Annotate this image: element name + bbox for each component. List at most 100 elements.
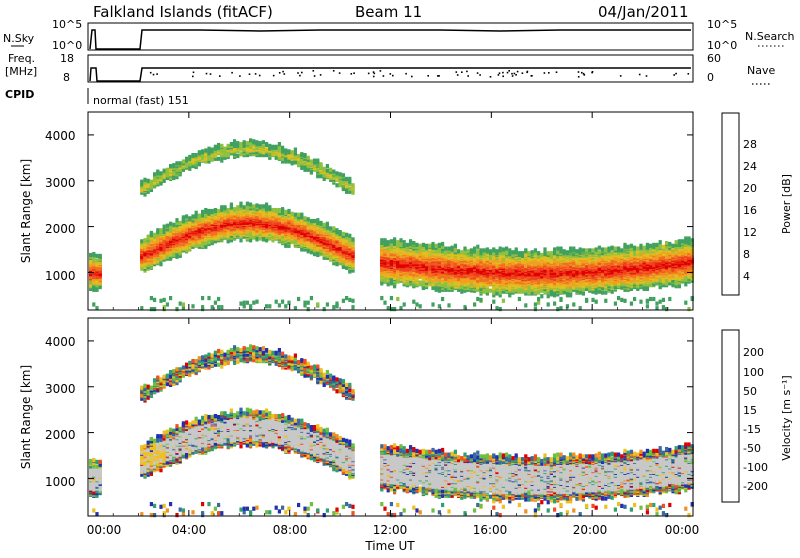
freq-label: Freq. bbox=[8, 52, 35, 65]
nave-dot bbox=[556, 71, 558, 73]
nave-dot bbox=[150, 72, 152, 74]
power-cell bbox=[147, 179, 150, 183]
nsearch-label: N.Search bbox=[745, 30, 795, 43]
power-cell bbox=[140, 180, 143, 184]
power-cell bbox=[153, 233, 156, 237]
power-cell bbox=[275, 145, 278, 149]
power-cell bbox=[339, 172, 342, 176]
nave-dot bbox=[639, 74, 641, 76]
power-cell bbox=[191, 214, 194, 218]
power-cell bbox=[326, 222, 329, 226]
nave-dot bbox=[231, 72, 233, 74]
power-cell bbox=[92, 252, 95, 256]
power-cell bbox=[524, 253, 527, 257]
power-cell bbox=[265, 142, 268, 146]
power-cell bbox=[89, 280, 92, 284]
power-cell bbox=[182, 215, 185, 219]
power-cell bbox=[89, 253, 92, 257]
power-cell bbox=[259, 204, 262, 208]
power-cell bbox=[534, 302, 537, 306]
power-cell bbox=[255, 300, 258, 304]
power-cell bbox=[262, 140, 265, 144]
power-cell bbox=[441, 283, 444, 287]
power-cell bbox=[268, 205, 271, 209]
power-cell bbox=[220, 205, 223, 209]
power-cell bbox=[243, 301, 246, 305]
power-cell bbox=[259, 141, 262, 145]
power-cell bbox=[307, 241, 310, 245]
power-cell bbox=[499, 280, 502, 284]
power-cell bbox=[99, 254, 102, 258]
nave-dot bbox=[333, 70, 335, 72]
power-cell bbox=[307, 156, 310, 160]
power-cell bbox=[275, 208, 278, 212]
power-cell bbox=[425, 244, 428, 248]
nave-dot bbox=[461, 71, 463, 73]
power-cell bbox=[518, 251, 521, 255]
power-cell bbox=[508, 252, 511, 256]
power-cell bbox=[249, 232, 252, 236]
power-cell bbox=[460, 250, 463, 254]
power-cell bbox=[297, 213, 300, 217]
power-cell bbox=[291, 150, 294, 154]
power-cell bbox=[310, 296, 313, 300]
power-cell bbox=[230, 142, 233, 146]
power-cell bbox=[380, 296, 383, 300]
nave-dot bbox=[255, 73, 257, 75]
power-cell bbox=[92, 302, 95, 306]
power-cell bbox=[268, 144, 271, 148]
nave-dots bbox=[150, 70, 689, 78]
power-cell bbox=[412, 300, 415, 304]
nave-dot bbox=[512, 75, 514, 77]
power-cell bbox=[412, 241, 415, 245]
nave-dot bbox=[581, 72, 583, 74]
power-cell bbox=[284, 218, 287, 222]
power-cell bbox=[179, 161, 182, 165]
power-cell bbox=[502, 299, 505, 303]
power-cell bbox=[217, 305, 220, 309]
power-cell bbox=[300, 213, 303, 217]
power-cell bbox=[431, 242, 434, 246]
power-cell bbox=[153, 298, 156, 302]
nave-dot bbox=[259, 75, 261, 77]
power-cell bbox=[166, 302, 169, 306]
power-cell bbox=[92, 258, 95, 262]
power-cell bbox=[489, 249, 492, 253]
power-cell bbox=[351, 183, 354, 187]
power-cell bbox=[518, 297, 521, 301]
power-cell bbox=[435, 244, 438, 248]
power-cell bbox=[246, 141, 249, 145]
power-cell bbox=[211, 209, 214, 213]
power-cell bbox=[492, 247, 495, 251]
power-cell bbox=[383, 238, 386, 242]
power-cell bbox=[479, 248, 482, 252]
power-cell bbox=[265, 203, 268, 207]
power-cell bbox=[255, 140, 258, 144]
power-cell bbox=[351, 237, 354, 241]
power-cell bbox=[211, 305, 214, 309]
nave-dot bbox=[688, 73, 690, 75]
power-cell bbox=[275, 156, 278, 160]
power-cell bbox=[217, 209, 220, 213]
power-cell bbox=[393, 307, 396, 311]
power-cell bbox=[492, 300, 495, 304]
power-cell bbox=[159, 171, 162, 175]
nave-dot bbox=[320, 74, 322, 76]
power-cell bbox=[188, 216, 191, 220]
power-cell bbox=[335, 171, 338, 175]
power-cell bbox=[201, 305, 204, 309]
power-cell bbox=[249, 138, 252, 142]
nave-dot bbox=[392, 75, 394, 77]
power-cell bbox=[396, 240, 399, 244]
power-cell bbox=[345, 296, 348, 300]
nave-dot bbox=[511, 73, 513, 75]
power-cell bbox=[399, 238, 402, 242]
power-cell bbox=[419, 244, 422, 248]
nave-dot bbox=[368, 73, 370, 75]
power-cell bbox=[188, 167, 191, 171]
power-cell bbox=[169, 296, 172, 300]
power-cell bbox=[191, 304, 194, 308]
power-cell bbox=[531, 291, 534, 295]
power-cell bbox=[185, 214, 188, 218]
power-cell bbox=[310, 219, 313, 223]
